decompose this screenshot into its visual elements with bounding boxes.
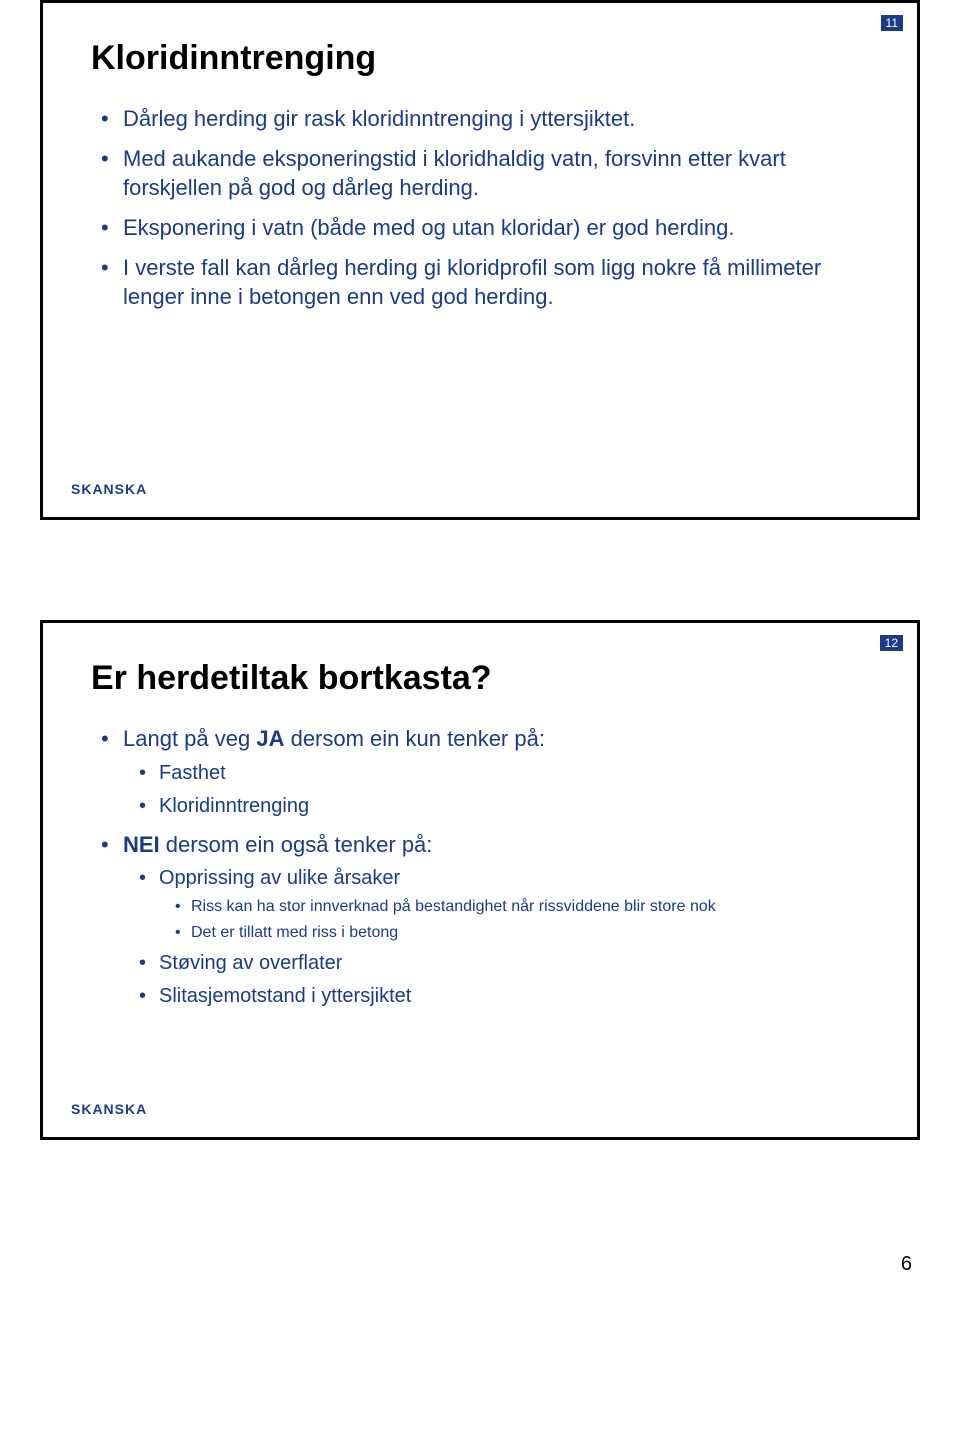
slide-title: Er herdetiltak bortkasta? [91, 659, 869, 698]
bullet-item-no: NEI dersom ein også tenker på: Opprissin… [97, 830, 869, 1010]
bullet-subitem: Fasthet [137, 760, 869, 787]
bullet-subitem: Opprissing av ulike årsaker Riss kan ha … [137, 865, 869, 943]
bullet-item: I verste fall kan dårleg herding gi klor… [97, 253, 869, 312]
bullet-list: Dårleg herding gir rask kloridinntrengin… [97, 104, 869, 312]
slide-12: 12 Er herdetiltak bortkasta? Langt på ve… [40, 620, 920, 1140]
bullet-subsublist: Riss kan ha stor innverknad på bestandig… [173, 896, 869, 943]
slide-title: Kloridinntrenging [91, 39, 869, 78]
slide-number-badge: 11 [881, 15, 903, 31]
bullet-sublist: Fasthet Kloridinntrenging [137, 760, 869, 820]
skanska-logo: SKANSKA [71, 1101, 147, 1117]
bullet-subitem: Slitasjemotstand i yttersjiktet [137, 983, 869, 1010]
slide-number-badge: 12 [880, 635, 903, 651]
text: Langt på veg [123, 726, 256, 751]
bullet-item: Med aukande eksponeringstid i kloridhald… [97, 144, 869, 203]
page: 11 Kloridinntrenging Dårleg herding gir … [0, 0, 960, 1300]
bullet-subitem: Støving av overflater [137, 950, 869, 977]
text-bold: NEI [123, 832, 160, 857]
skanska-logo: SKANSKA [71, 481, 147, 497]
slide-11: 11 Kloridinntrenging Dårleg herding gir … [40, 0, 920, 520]
text: dersom ein også tenker på: [160, 832, 433, 857]
bullet-item-yes: Langt på veg JA dersom ein kun tenker på… [97, 724, 869, 820]
bullet-subsubitem: Det er tillatt med riss i betong [173, 922, 869, 944]
bullet-item: Eksponering i vatn (både med og utan klo… [97, 213, 869, 243]
text: Opprissing av ulike årsaker [159, 867, 400, 889]
bullet-sublist: Opprissing av ulike årsaker Riss kan ha … [137, 865, 869, 1009]
text-bold: JA [256, 726, 284, 751]
bullet-subsubitem: Riss kan ha stor innverknad på bestandig… [173, 896, 869, 918]
page-number: 6 [901, 1253, 912, 1276]
bullet-list: Langt på veg JA dersom ein kun tenker på… [97, 724, 869, 1010]
text: dersom ein kun tenker på: [284, 726, 544, 751]
bullet-subitem: Kloridinntrenging [137, 793, 869, 820]
bullet-item: Dårleg herding gir rask kloridinntrengin… [97, 104, 869, 134]
